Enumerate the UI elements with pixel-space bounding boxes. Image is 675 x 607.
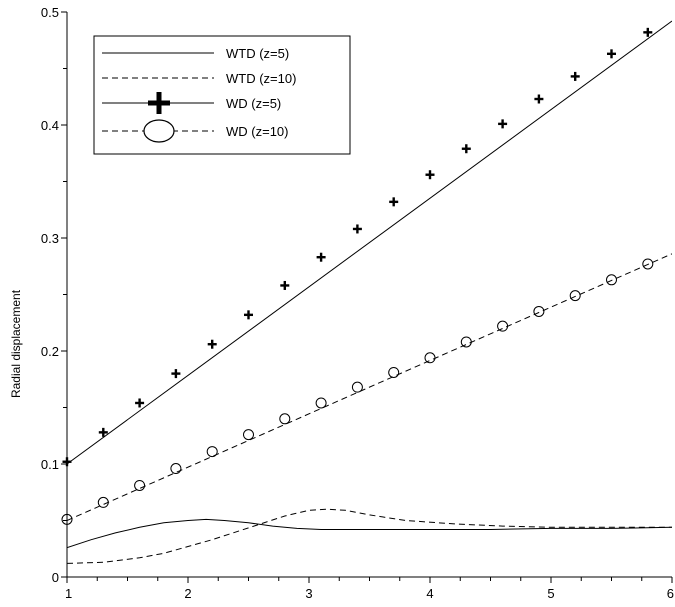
series-3: [62, 20, 672, 467]
y-tick-label: 0.4: [41, 118, 59, 133]
circle-marker: [206, 446, 218, 458]
series-line: [67, 508, 672, 564]
series-line: [67, 518, 672, 549]
legend-item: WD (z=10): [102, 119, 288, 143]
circle-marker: [315, 397, 327, 409]
legend-label: WTD (z=5): [226, 46, 289, 61]
legend-box: [93, 35, 351, 155]
x-tick-label: 3: [305, 586, 312, 601]
series-1: [67, 518, 672, 549]
circle-marker: [533, 305, 545, 317]
chart-legend: WTD (z=5) WTD (z=10) WD (z=5) WD (z=10): [93, 35, 351, 155]
x-tick-label: 1: [65, 586, 72, 601]
circle-marker: [388, 366, 400, 378]
circle-marker: [279, 413, 291, 425]
circle-marker: [497, 320, 509, 332]
legend-item: WTD (z=5): [102, 46, 289, 61]
y-tick-label: 0: [52, 570, 59, 585]
series-line: [67, 253, 672, 521]
series-line: [67, 20, 672, 465]
legend-item: WD (z=5): [102, 92, 281, 114]
series-2: [67, 508, 672, 564]
x-tick-label: 5: [547, 586, 554, 601]
series-4: [61, 253, 672, 525]
y-tick-label: 0.5: [41, 5, 59, 20]
y-axis-title: Radial displacement: [9, 289, 23, 398]
legend-item: WTD (z=10): [102, 71, 296, 86]
circle-marker: [134, 479, 146, 491]
x-tick-label: 4: [426, 586, 433, 601]
y-tick-label: 0.2: [41, 344, 59, 359]
legend-label: WTD (z=10): [226, 71, 296, 86]
circle-marker: [642, 258, 654, 270]
chart-series: [61, 20, 672, 564]
y-tick-label: 0.1: [41, 457, 59, 472]
x-tick-label: 6: [667, 586, 674, 601]
circle-marker: [351, 381, 363, 393]
y-tick-label: 0.3: [41, 231, 59, 246]
circle-marker: [569, 290, 581, 302]
legend-label: WD (z=5): [226, 96, 281, 111]
legend-circle-marker: [143, 119, 175, 143]
circle-marker: [97, 496, 109, 508]
circle-marker: [606, 274, 617, 286]
circle-marker: [424, 352, 436, 364]
legend-label: WD (z=10): [226, 124, 288, 139]
chart-axes: 1 2 3 4 5 6 0 0.1 0.2 0.3 0.4 0.5: [41, 5, 674, 601]
circle-marker: [243, 429, 254, 441]
circle-marker: [460, 336, 472, 348]
circle-marker: [170, 463, 182, 475]
x-tick-label: 2: [184, 586, 191, 601]
circle-marker: [61, 513, 73, 525]
